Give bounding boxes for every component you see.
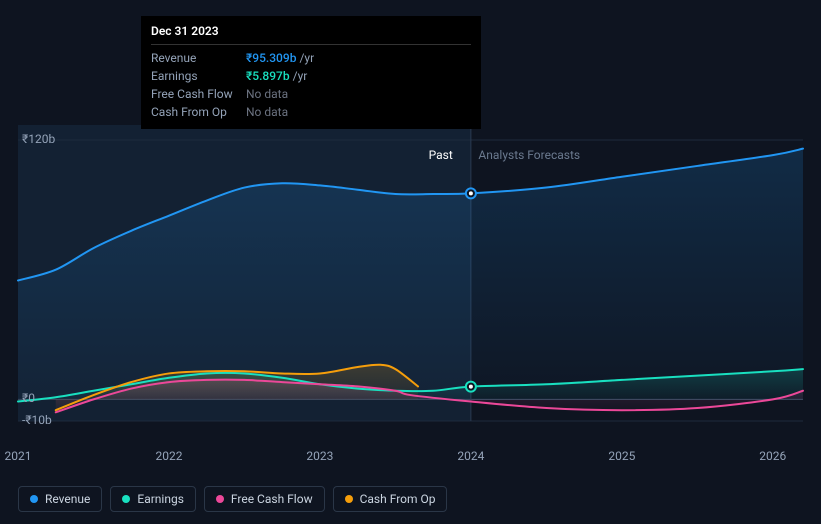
tooltip-metric-label: Revenue xyxy=(151,51,246,65)
legend-item-revenue[interactable]: Revenue xyxy=(18,486,102,512)
y-axis-label: ₹120b xyxy=(22,132,55,146)
forecast-chart: ₹120b ₹0 -₹10b 2021 2022 2023 2024 2025 2026 Pa… xyxy=(0,0,821,524)
legend-swatch-icon xyxy=(345,495,353,503)
tooltip-metric-label: Earnings xyxy=(151,69,246,83)
tooltip-metric-label: Cash From Op xyxy=(151,105,246,119)
tooltip-row: Cash From OpNo data xyxy=(151,103,471,121)
x-axis-label: 2022 xyxy=(155,449,182,463)
tooltip-suffix: /yr xyxy=(293,69,308,83)
tooltip-metric-value: ₹95.309b xyxy=(246,51,296,65)
legend-label: Revenue xyxy=(45,492,90,506)
legend-swatch-icon xyxy=(30,495,38,503)
tooltip-suffix: /yr xyxy=(299,51,314,65)
x-axis-label: 2021 xyxy=(5,449,32,463)
legend-label: Free Cash Flow xyxy=(231,492,313,506)
x-axis-label: 2025 xyxy=(608,449,635,463)
tooltip-nodata: No data xyxy=(246,87,288,101)
legend-label: Earnings xyxy=(137,492,184,506)
y-axis-label: -₹10b xyxy=(22,413,52,427)
tooltip-metric-label: Free Cash Flow xyxy=(151,87,246,101)
tooltip-metric-value: ₹5.897b xyxy=(246,69,290,83)
tooltip-row: Earnings₹5.897b/yr xyxy=(151,67,471,85)
x-axis-label: 2023 xyxy=(306,449,333,463)
legend-item-fcf[interactable]: Free Cash Flow xyxy=(204,486,325,512)
tooltip-row: Free Cash FlowNo data xyxy=(151,85,471,103)
tooltip-row: Revenue₹95.309b/yr xyxy=(151,49,471,67)
chart-tooltip: Dec 31 2023 Revenue₹95.309b/yrEarnings₹5… xyxy=(141,16,481,129)
legend-item-cfo[interactable]: Cash From Op xyxy=(333,486,448,512)
chart-legend: Revenue Earnings Free Cash Flow Cash From O… xyxy=(18,486,447,512)
x-axis-label: 2024 xyxy=(457,449,484,463)
legend-item-earnings[interactable]: Earnings xyxy=(110,486,196,512)
legend-swatch-icon xyxy=(216,495,224,503)
section-label: Analysts Forecasts xyxy=(478,148,580,162)
x-axis-label: 2026 xyxy=(759,449,786,463)
legend-label: Cash From Op xyxy=(360,492,436,506)
tooltip-date: Dec 31 2023 xyxy=(151,24,471,45)
y-axis-label: ₹0 xyxy=(22,391,35,405)
tooltip-nodata: No data xyxy=(246,105,288,119)
section-label: Past xyxy=(429,148,453,162)
legend-swatch-icon xyxy=(122,495,130,503)
